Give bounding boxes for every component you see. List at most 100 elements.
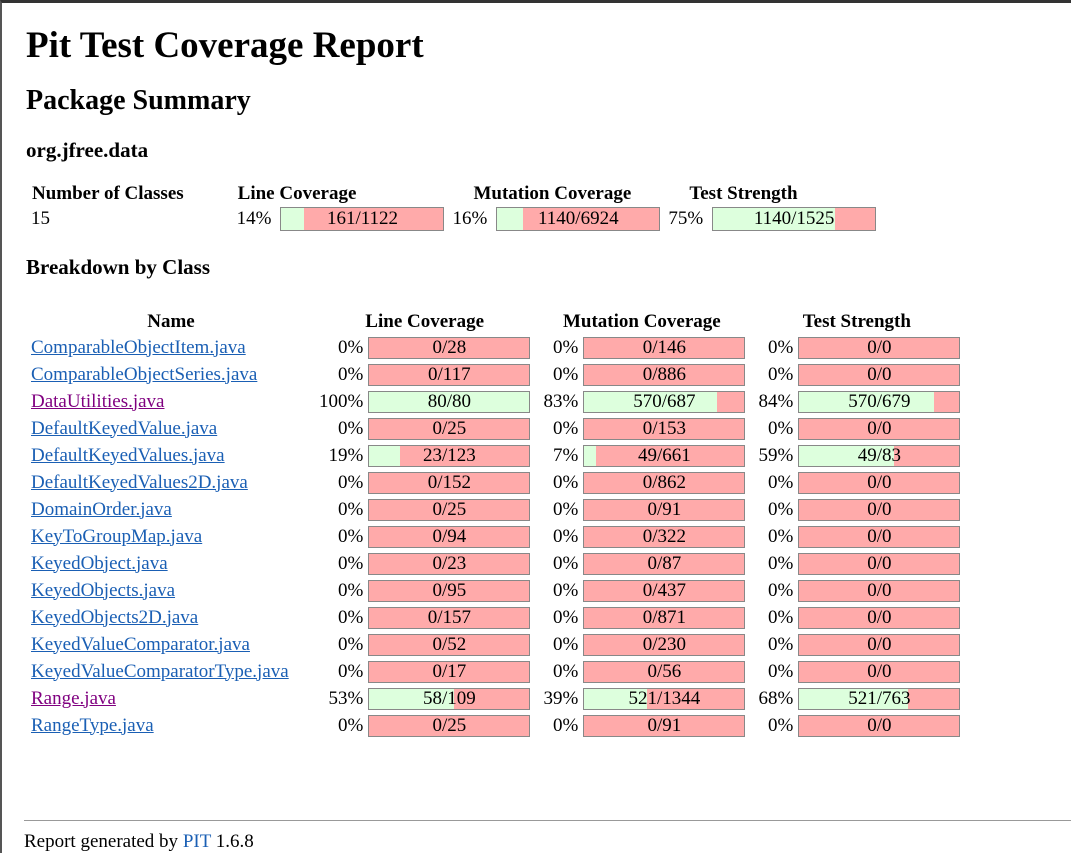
line-bar-cell: 0/152 bbox=[365, 470, 533, 495]
class-link[interactable]: DomainOrder.java bbox=[31, 498, 172, 520]
table-row: KeyedObject.java 0% 0/23 0% 0/87 0% 0/0 bbox=[28, 551, 963, 576]
summary-line-bar: 161/1122 bbox=[280, 207, 445, 231]
line-pct: 0% bbox=[338, 714, 364, 736]
mutation-bar-cell: 0/871 bbox=[580, 605, 748, 630]
column-header-strength: Test Strength bbox=[802, 311, 911, 332]
mutation-bar-cell: 0/87 bbox=[580, 551, 748, 576]
summary-table: Number of Classes Line Coverage Mutation… bbox=[26, 181, 881, 233]
strength-bar-label: 0/0 bbox=[867, 498, 892, 520]
column-header-line: Line Coverage bbox=[365, 311, 485, 332]
class-link[interactable]: DefaultKeyedValues.java bbox=[31, 444, 225, 466]
mutation-pct: 0% bbox=[553, 606, 579, 628]
strength-bar-label: 0/0 bbox=[867, 552, 892, 574]
class-link[interactable]: ComparableObjectSeries.java bbox=[31, 363, 258, 385]
class-name-cell: DefaultKeyedValues.java bbox=[28, 443, 314, 468]
strength-bar-label: 0/0 bbox=[867, 660, 892, 682]
line-bar-cell: 0/52 bbox=[365, 632, 533, 657]
footer-version: 1.6.8 bbox=[210, 831, 254, 852]
line-coverage-bar: 0/17 bbox=[368, 660, 531, 683]
summary-mutation-bar-label: 1140/6924 bbox=[538, 208, 619, 229]
breakdown-rows: ComparableObjectItem.java 0% 0/28 0% 0/146 0%… bbox=[28, 335, 963, 738]
class-name-cell: KeyedObject.java bbox=[28, 551, 314, 576]
class-link[interactable]: DefaultKeyedValue.java bbox=[31, 417, 218, 439]
line-bar-cell: 0/157 bbox=[365, 605, 533, 630]
mutation-coverage-bar: 49/661 bbox=[583, 444, 746, 467]
class-link[interactable]: DefaultKeyedValues2D.java bbox=[31, 471, 248, 493]
line-coverage-bar: 0/23 bbox=[368, 552, 531, 575]
class-name-cell: ComparableObjectItem.java bbox=[28, 335, 314, 360]
pit-link[interactable]: PIT bbox=[182, 831, 211, 852]
mutation-bar-cell: 0/230 bbox=[580, 632, 748, 657]
summary-strength-bar: 1140/1525 bbox=[712, 207, 877, 231]
class-link[interactable]: RangeType.java bbox=[31, 714, 154, 736]
line-pct: 0% bbox=[338, 633, 364, 655]
class-link[interactable]: KeyedObjects2D.java bbox=[31, 606, 199, 628]
strength-pct: 0% bbox=[768, 552, 794, 574]
line-pct: 0% bbox=[338, 471, 364, 493]
mutation-coverage-bar: 0/437 bbox=[583, 579, 746, 602]
mutation-bar-cell: 0/437 bbox=[580, 578, 748, 603]
strength-pct: 0% bbox=[768, 525, 794, 547]
strength-coverage-bar: 0/0 bbox=[798, 471, 961, 494]
class-link[interactable]: KeyedObject.java bbox=[31, 552, 168, 574]
line-coverage-bar: 0/157 bbox=[368, 606, 531, 629]
strength-coverage-bar: 0/0 bbox=[798, 606, 961, 629]
line-bar-fill bbox=[369, 688, 455, 709]
line-coverage-bar: 80/80 bbox=[368, 390, 531, 413]
table-row: DomainOrder.java 0% 0/25 0% 0/91 0% 0/0 bbox=[28, 497, 963, 522]
line-coverage-bar: 0/52 bbox=[368, 633, 531, 656]
class-link[interactable]: KeyedValueComparator.java bbox=[31, 633, 250, 655]
table-row: Range.java 53% 58/109 39% 521/1344 68% 521/763 bbox=[28, 686, 963, 711]
strength-bar-label: 521/763 bbox=[848, 687, 911, 709]
mutation-bar-cell: 0/862 bbox=[580, 470, 748, 495]
mutation-coverage-bar: 0/91 bbox=[583, 714, 746, 737]
strength-bar-cell: 0/0 bbox=[795, 605, 963, 630]
line-coverage-bar: 0/117 bbox=[368, 363, 531, 386]
line-bar-label: 0/17 bbox=[432, 660, 467, 682]
strength-bar-cell: 0/0 bbox=[795, 659, 963, 684]
class-link[interactable]: Range.java bbox=[31, 687, 116, 709]
class-link[interactable]: DataUtilities.java bbox=[31, 390, 165, 412]
class-name-cell: RangeType.java bbox=[28, 713, 314, 738]
strength-coverage-bar: 0/0 bbox=[798, 552, 961, 575]
strength-bar-label: 0/0 bbox=[867, 714, 892, 736]
strength-bar-cell: 0/0 bbox=[795, 578, 963, 603]
report-content: Pit Test Coverage Report Package Summary… bbox=[2, 23, 1071, 740]
mutation-coverage-bar: 0/56 bbox=[583, 660, 746, 683]
class-link[interactable]: KeyedObjects.java bbox=[31, 579, 176, 601]
summary-classes-count: 15 bbox=[31, 208, 50, 229]
class-link[interactable]: KeyedValueComparatorType.java bbox=[31, 660, 289, 682]
summary-line-pct: 14% bbox=[236, 208, 272, 229]
class-name-cell: DataUtilities.java bbox=[28, 389, 314, 414]
summary-strength-bar-fill bbox=[713, 208, 835, 230]
class-link[interactable]: KeyToGroupMap.java bbox=[31, 525, 203, 547]
class-name-cell: KeyedObjects2D.java bbox=[28, 605, 314, 630]
class-name-cell: ComparableObjectSeries.java bbox=[28, 362, 314, 387]
line-bar-label: 0/28 bbox=[432, 336, 467, 358]
mutation-pct: 0% bbox=[553, 633, 579, 655]
strength-coverage-bar: 521/763 bbox=[798, 687, 961, 710]
strength-bar-cell: 0/0 bbox=[795, 335, 963, 360]
strength-coverage-bar: 0/0 bbox=[798, 579, 961, 602]
strength-bar-cell: 0/0 bbox=[795, 362, 963, 387]
footer: Report generated by PIT 1.6.8 bbox=[24, 820, 1071, 853]
mutation-bar-cell: 0/91 bbox=[580, 497, 748, 522]
column-header-name: Name bbox=[147, 311, 195, 332]
strength-bar-cell: 570/679 bbox=[795, 389, 963, 414]
mutation-coverage-bar: 0/862 bbox=[583, 471, 746, 494]
line-bar-cell: 0/25 bbox=[365, 497, 533, 522]
summary-strength-bar-cell: 1140/1525 bbox=[709, 207, 879, 231]
line-bar-fill bbox=[369, 445, 400, 466]
mutation-coverage-bar: 0/230 bbox=[583, 633, 746, 656]
strength-pct: 0% bbox=[768, 633, 794, 655]
class-link[interactable]: ComparableObjectItem.java bbox=[31, 336, 246, 358]
class-name-cell: KeyedObjects.java bbox=[28, 578, 314, 603]
mutation-bar-cell: 570/687 bbox=[580, 389, 748, 414]
line-bar-cell: 0/17 bbox=[365, 659, 533, 684]
table-row: ComparableObjectSeries.java 0% 0/117 0% 0/88… bbox=[28, 362, 963, 387]
strength-pct: 0% bbox=[768, 606, 794, 628]
summary-mutation-bar-fill bbox=[497, 208, 524, 230]
mutation-coverage-bar: 0/146 bbox=[583, 336, 746, 359]
strength-pct: 0% bbox=[768, 579, 794, 601]
mutation-bar-cell: 0/56 bbox=[580, 659, 748, 684]
